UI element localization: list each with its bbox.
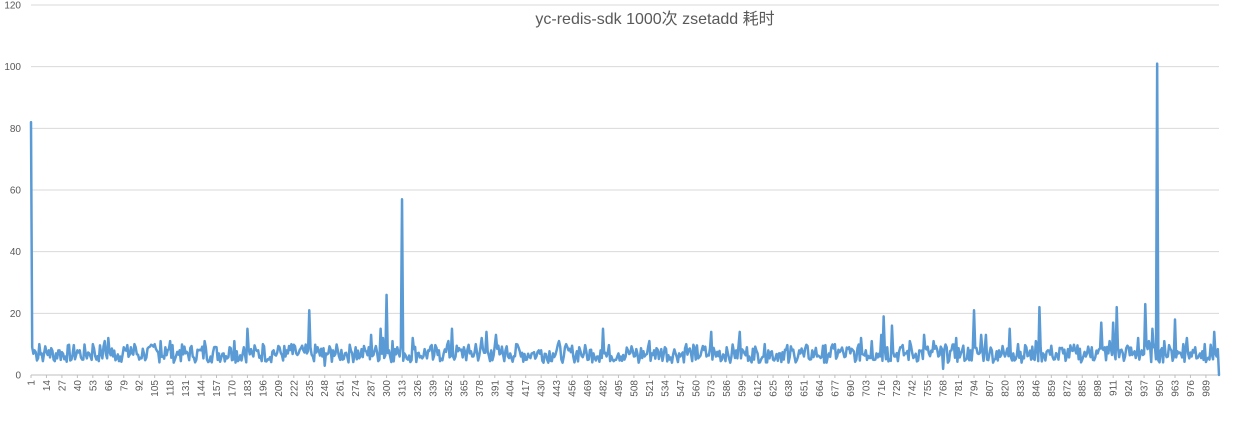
x-tick-label: 703 [861,380,872,397]
x-tick-label: 404 [506,380,517,397]
chart-title: yc-redis-sdk 1000次 zsetadd 耗时 [535,10,774,28]
x-tick-label: 599 [738,380,749,397]
x-tick-label: 742 [908,380,919,397]
x-tick-label: 716 [877,380,888,397]
x-tick-label: 846 [1031,380,1042,397]
x-tick-label: 911 [1109,380,1120,396]
x-tick-label: 807 [985,380,996,397]
x-tick-label: 482 [599,380,610,397]
x-tick-label: 53 [88,380,99,392]
x-tick-label: 612 [753,380,764,397]
x-tick-label: 729 [892,380,903,397]
x-tick-label: 209 [274,380,285,397]
x-tick-label: 586 [722,380,733,397]
x-tick-label: 547 [676,380,687,397]
x-tick-label: 417 [521,380,532,397]
x-tick-label: 339 [428,380,439,397]
x-tick-label: 521 [645,380,656,397]
x-tick-label: 66 [104,380,115,392]
x-tick-label: 326 [413,380,424,397]
x-tick-label: 872 [1062,380,1073,397]
x-tick-label: 287 [367,380,378,397]
series-area [29,62,1221,377]
x-tick-label: 235 [305,380,316,397]
x-tick-label: 794 [970,380,981,397]
x-tick-label: 937 [1140,380,1151,397]
x-tick-label: 261 [336,380,347,397]
y-tick-label: 80 [10,124,22,135]
x-tick-label: 248 [320,380,331,397]
x-tick-label: 560 [691,380,702,397]
x-tick-label: 131 [181,380,192,397]
x-tick-label: 274 [351,380,362,397]
x-tick-label: 573 [707,380,718,397]
x-axis-ticks: 1 14 27 40 53 66 79 92 105 118 131 144 157 170 183 196 2… [27,375,1212,397]
x-tick-label: 963 [1171,380,1182,397]
x-tick-label: 79 [119,380,130,392]
x-tick-label: 638 [784,380,795,397]
x-tick-label: 625 [769,380,780,397]
x-tick-label: 651 [799,380,810,397]
x-tick-label: 820 [1000,380,1011,397]
x-tick-label: 1 [27,380,38,386]
x-tick-label: 781 [954,380,965,397]
x-tick-label: 508 [629,380,640,397]
x-tick-label: 885 [1078,380,1089,397]
y-tick-label: 40 [10,247,22,258]
y-tick-label: 120 [4,1,21,12]
x-tick-label: 378 [475,380,486,397]
x-tick-label: 976 [1186,380,1197,397]
x-tick-label: 443 [552,380,563,397]
x-tick-label: 430 [537,380,548,397]
y-tick-label: 0 [15,371,21,382]
x-tick-label: 677 [830,380,841,397]
x-tick-label: 534 [660,380,671,397]
x-tick-label: 924 [1124,380,1135,397]
x-tick-label: 40 [73,380,84,392]
x-tick-label: 768 [939,380,950,397]
x-tick-label: 352 [444,380,455,397]
x-tick-label: 391 [490,380,501,397]
y-tick-label: 100 [4,62,21,73]
x-tick-label: 157 [212,380,223,397]
y-tick-label: 60 [10,186,22,197]
x-tick-label: 183 [243,380,254,397]
x-tick-label: 118 [166,380,177,396]
x-tick-label: 690 [846,380,857,397]
x-tick-label: 456 [568,380,579,397]
y-tick-label: 20 [10,309,22,320]
x-tick-label: 833 [1016,380,1027,397]
x-tick-label: 898 [1093,380,1104,397]
x-tick-label: 859 [1047,380,1058,397]
x-tick-label: 495 [614,380,625,397]
series-line [29,62,1221,377]
x-tick-label: 755 [923,380,934,397]
gridlines [31,4,1219,376]
x-tick-label: 170 [227,380,238,397]
x-tick-label: 300 [382,380,393,397]
x-tick-label: 222 [289,380,300,397]
x-tick-label: 989 [1201,380,1212,397]
x-tick-label: 144 [197,380,208,397]
x-tick-label: 105 [150,380,161,397]
x-tick-label: 313 [398,380,409,397]
x-tick-label: 27 [57,380,68,392]
x-tick-label: 664 [815,380,826,397]
x-tick-label: 196 [258,380,269,397]
x-tick-label: 365 [459,380,470,397]
x-tick-label: 92 [135,380,146,392]
y-axis-ticks: 0 20 40 60 80 100 120 [4,1,21,382]
x-tick-label: 469 [583,380,594,397]
x-tick-label: 950 [1155,380,1166,397]
x-tick-label: 14 [42,380,53,392]
